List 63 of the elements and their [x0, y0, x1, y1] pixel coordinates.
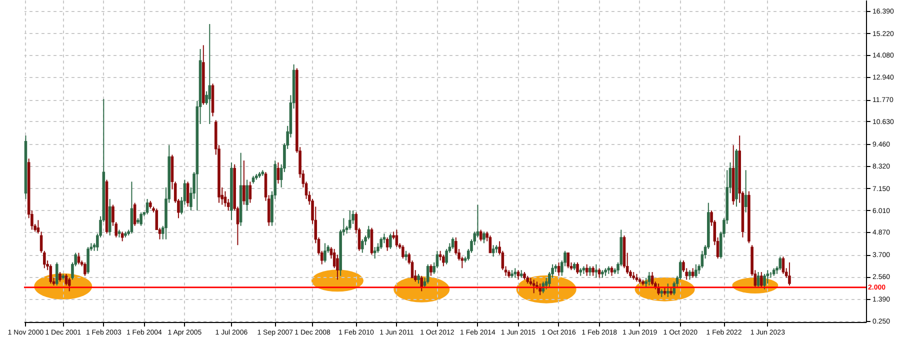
- candlestick: [788, 262, 791, 286]
- candlestick: [648, 272, 651, 286]
- candlestick: [442, 254, 445, 267]
- candlestick: [744, 170, 748, 213]
- candlestick: [140, 212, 142, 226]
- candlestick: [380, 236, 382, 250]
- candlestick: [691, 268, 694, 278]
- candlestick: [402, 244, 404, 260]
- candlestick: [370, 227, 374, 256]
- candlestick: [566, 252, 570, 269]
- candlestick: [426, 264, 430, 284]
- candlestick: [782, 256, 785, 274]
- candlestick: [248, 181, 252, 204]
- candlestick: [242, 160, 246, 206]
- candlestick: [657, 283, 660, 296]
- candlestick: [532, 279, 536, 294]
- candlestick: [756, 272, 760, 288]
- candlestick: [404, 250, 408, 261]
- candlestick: [130, 181, 134, 234]
- candlestick: [395, 229, 398, 248]
- candlestick: [610, 266, 614, 276]
- candlestick: [420, 275, 424, 292]
- candlestick: [208, 24, 212, 124]
- candlestick: [86, 246, 90, 274]
- candlestick: [557, 262, 560, 276]
- candlestick: [68, 277, 71, 292]
- candlestick: [246, 179, 248, 211]
- candlestick: [694, 264, 698, 278]
- candlestick: [666, 283, 670, 298]
- candlestick: [224, 190, 227, 208]
- candlestick: [133, 202, 136, 226]
- candlestick: [479, 229, 482, 242]
- candlestick: [488, 234, 492, 254]
- candlestick: [585, 264, 588, 276]
- candlestick: [576, 262, 579, 274]
- candlestick: [594, 264, 598, 278]
- candlestick: [84, 262, 86, 276]
- candlestick: [348, 210, 352, 230]
- candlestick: [598, 268, 601, 278]
- candlestick: [49, 264, 52, 284]
- candlestick: [516, 270, 520, 280]
- candlestick: [451, 236, 454, 250]
- candlestick: [430, 264, 432, 276]
- candlestick: [324, 242, 326, 263]
- candlestick: [760, 272, 763, 288]
- candlestick: [389, 233, 392, 250]
- candlestick: [482, 231, 486, 244]
- candlestick: [417, 273, 420, 284]
- candlestick: [592, 266, 594, 276]
- candlestick: [276, 162, 280, 184]
- candlestick: [361, 238, 364, 254]
- candlestick: [55, 262, 58, 286]
- candlestick: [688, 270, 692, 280]
- candlestick: [373, 246, 376, 260]
- candlestick: [386, 236, 389, 252]
- candlestick: [514, 268, 517, 278]
- candlestick: [778, 256, 782, 271]
- candlestick: [120, 231, 124, 242]
- candlestick: [492, 244, 495, 258]
- candlestick: [763, 273, 766, 290]
- candlestick: [588, 266, 592, 276]
- candlestick: [650, 272, 654, 286]
- candlestick: [58, 272, 62, 282]
